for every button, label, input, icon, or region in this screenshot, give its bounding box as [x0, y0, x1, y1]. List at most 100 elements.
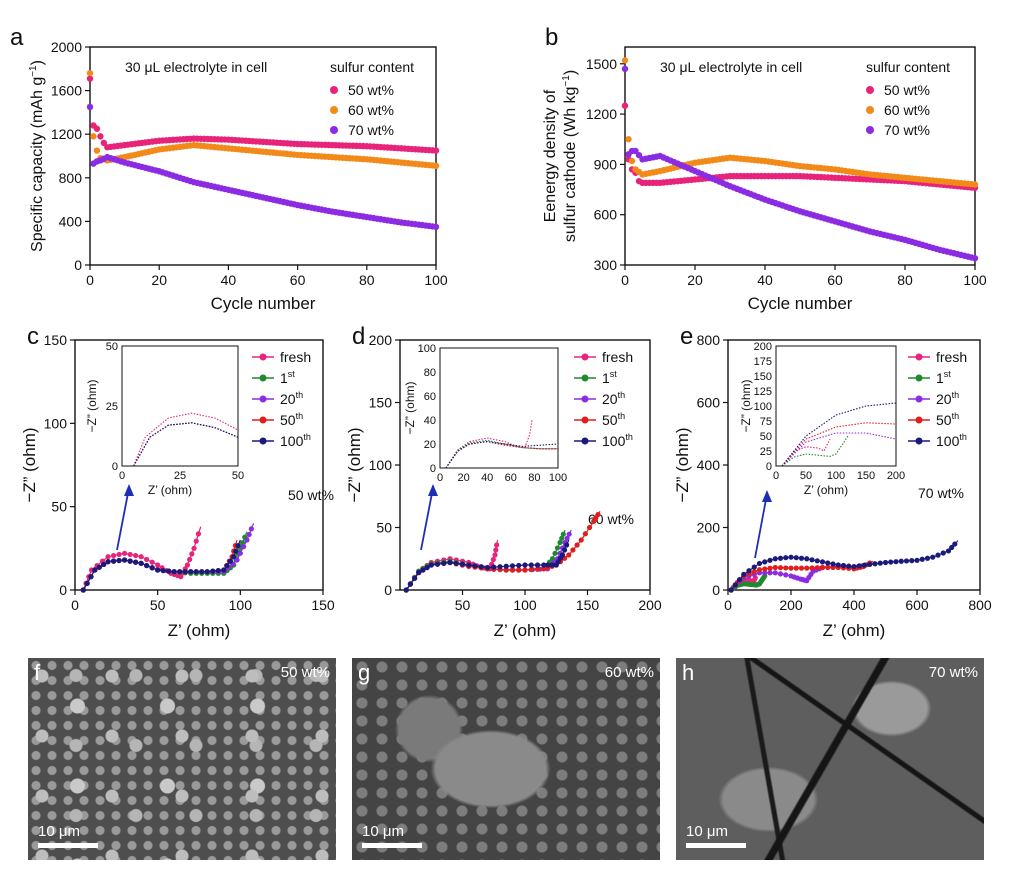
inset-x-tick-label: 25: [174, 470, 186, 482]
data-point: [110, 552, 117, 559]
data-point: [882, 559, 889, 566]
data-point: [767, 565, 773, 571]
data-point: [728, 587, 734, 593]
zoom-arrow: [116, 487, 130, 551]
panel-letter: b: [545, 24, 558, 51]
data-point: [798, 565, 805, 571]
data-point: [930, 554, 936, 560]
legend-entry: 70 wt%: [884, 122, 930, 138]
data-point: [924, 555, 931, 561]
data-point: [814, 558, 820, 564]
data-point: [178, 574, 184, 580]
inset-series: [133, 412, 238, 466]
legend-entry: fresh: [602, 349, 633, 365]
data-point: [110, 558, 117, 564]
data-point: [86, 69, 94, 77]
data-point: [949, 544, 955, 551]
data-point: [783, 572, 789, 578]
legend-entry: 1st: [936, 369, 951, 386]
data-point: [783, 565, 789, 571]
data-point: [564, 542, 570, 548]
inset-y-axis-label: −Z” (ohm): [85, 379, 99, 432]
data-point: [195, 531, 202, 537]
inset-y-tick-label: 75: [760, 416, 772, 428]
y-tick-label: 1600: [51, 83, 82, 99]
inset-y-tick-label: 50: [760, 431, 772, 443]
data-point: [541, 566, 547, 572]
inset-x-tick-label: 50: [800, 470, 812, 482]
legend-marker: [915, 416, 923, 424]
data-point: [233, 548, 239, 554]
data-point: [122, 550, 128, 556]
data-point: [804, 565, 810, 571]
data-point: [528, 562, 534, 568]
data-point: [210, 568, 216, 574]
data-point: [116, 557, 122, 564]
legend-entry: 1st: [602, 369, 617, 386]
y-tick-label: 400: [59, 213, 83, 229]
annotation: 30 μL electrolyte in cell: [125, 59, 267, 75]
x-tick-label: 150: [576, 597, 600, 613]
data-point: [578, 537, 584, 543]
sulfur-content-label: 70 wt%: [928, 664, 978, 681]
zoom-arrowhead: [762, 490, 772, 502]
data-point: [867, 561, 873, 567]
legend-entry: 50th: [280, 411, 303, 428]
data-point: [952, 541, 958, 547]
data-point: [564, 535, 570, 541]
plot-frame: [74, 339, 324, 591]
y-tick-label: 600: [594, 207, 618, 223]
sem-image-g: g 60 wt% 10 μm: [352, 658, 660, 860]
y-tick-label: 150: [44, 332, 68, 348]
sulfur-content-label: 60 wt%: [604, 664, 654, 681]
inset-y-tick-label: 25: [760, 446, 772, 458]
legend-marker: [581, 437, 589, 445]
data-point: [788, 565, 794, 571]
data-point: [559, 552, 566, 558]
y-axis-label: −Z” (ohm): [20, 427, 39, 502]
data-point: [549, 562, 555, 568]
x-tick-label: 20: [151, 272, 167, 288]
y-tick-label: 400: [697, 457, 721, 473]
data-point: [751, 569, 757, 575]
y-tick-label: 0: [59, 582, 67, 598]
data-point: [133, 559, 139, 565]
legend-entry: fresh: [280, 349, 311, 365]
data-point: [971, 181, 979, 188]
annotation: 30 μL electrolyte in cell: [660, 59, 802, 75]
data-point: [561, 547, 568, 553]
inset-x-tick-label: 150: [857, 470, 875, 482]
inset-frame: [121, 345, 239, 467]
data-point: [872, 561, 878, 567]
x-tick-label: 0: [86, 272, 94, 288]
data-point: [825, 564, 831, 571]
data-point: [466, 562, 472, 568]
data-point: [762, 559, 768, 565]
data-point: [830, 561, 836, 567]
y-tick-label: 100: [369, 457, 393, 473]
data-point: [453, 560, 459, 566]
data-point: [420, 567, 426, 573]
inset-x-axis-label: Z’ (ohm): [148, 483, 192, 497]
x-tick-label: 800: [968, 597, 992, 613]
data-point: [100, 139, 108, 147]
legend-marker: [259, 416, 267, 424]
data-point: [554, 545, 561, 551]
data-point: [86, 103, 94, 111]
data-point: [246, 531, 252, 538]
scale-bar-label: 10 μm: [38, 823, 80, 840]
data-point: [237, 550, 243, 556]
plot-frame: [89, 46, 437, 266]
x-tick-label: 100: [229, 597, 253, 613]
data-point: [582, 531, 589, 537]
legend-marker: [915, 395, 923, 403]
data-point: [798, 555, 805, 561]
y-tick-label: 50: [51, 499, 67, 515]
data-point: [416, 569, 422, 576]
data-point: [116, 551, 122, 558]
inset-series-line: [781, 402, 896, 466]
y-tick-label: 50: [376, 520, 392, 536]
data-point: [541, 562, 547, 568]
data-point: [484, 564, 491, 571]
